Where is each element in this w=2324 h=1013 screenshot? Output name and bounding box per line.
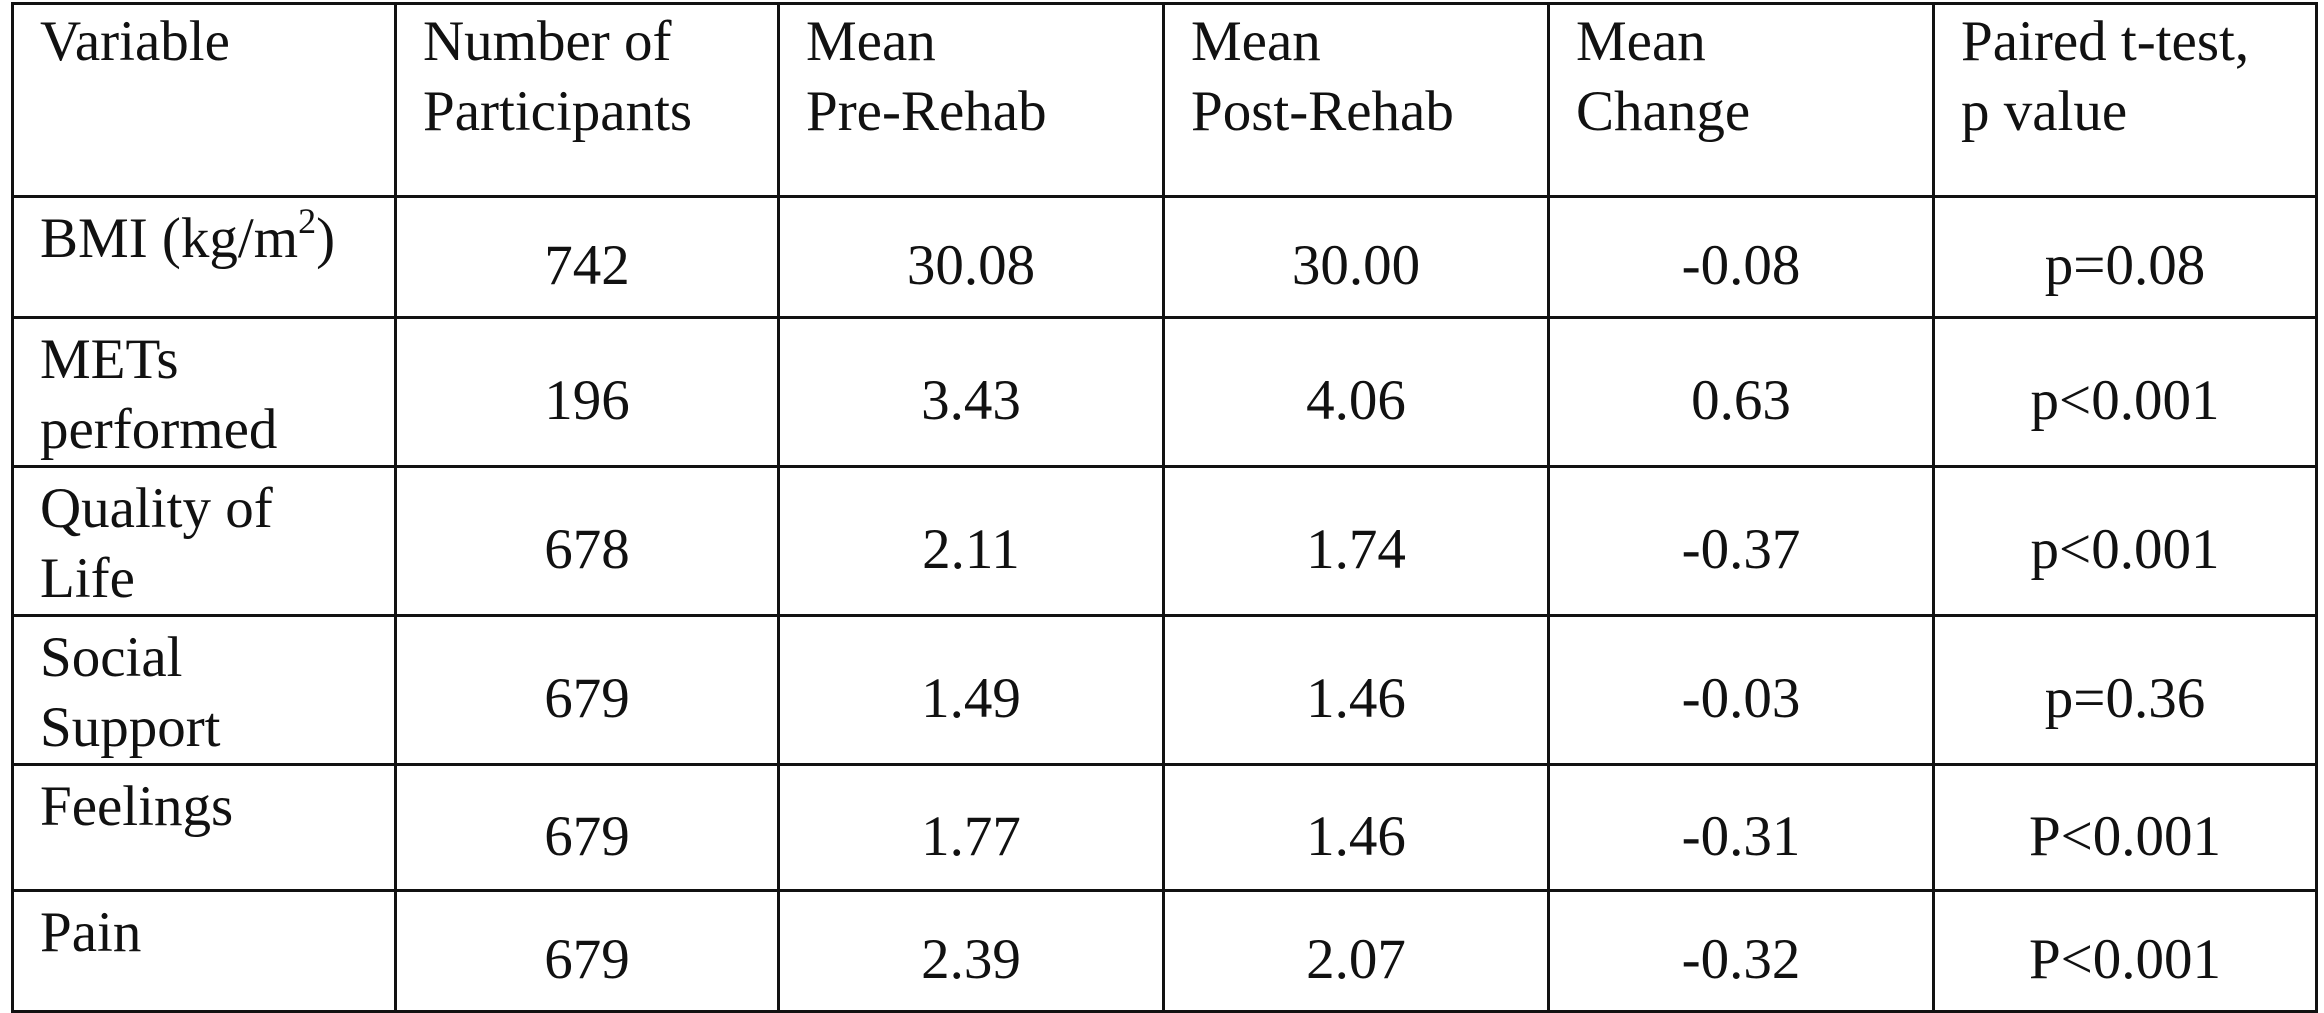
data-row: Pain 679 2.39 2.07 -0.32 P<0.001 xyxy=(11,889,2318,1013)
value-cell: 1.46 xyxy=(1162,614,1550,766)
header-cell: Mean Post-Rehab xyxy=(1162,2,1550,198)
value-cell: 30.08 xyxy=(777,195,1165,319)
value-cell: 1.77 xyxy=(777,763,1165,892)
value-cell: 4.06 xyxy=(1162,316,1550,468)
data-row: BMI (kg/m2) 742 30.08 30.00 -0.08 p=0.08 xyxy=(11,195,2318,319)
cell-line: Mean xyxy=(1576,10,1706,73)
cell-line: BMI (kg/m2) xyxy=(40,201,394,274)
border-tail xyxy=(11,982,14,996)
value-cell: 1.74 xyxy=(1162,465,1550,617)
cell-line: Paired t-test, xyxy=(1961,10,2250,73)
value-cell: 3.43 xyxy=(777,316,1165,468)
value-cell: 679 xyxy=(394,889,780,1013)
cell-line: Pre-Rehab xyxy=(806,80,1047,143)
value-cell: -0.03 xyxy=(1547,614,1935,766)
table-body: Variable Number of Participants Mean Pre-Reh… xyxy=(11,2,2318,1013)
data-row: METs performed 196 3.43 4.06 0.63 p<0.001 xyxy=(11,316,2318,468)
value-cell: -0.32 xyxy=(1547,889,1935,1013)
value-cell: 2.11 xyxy=(777,465,1165,617)
cell-line: performed xyxy=(40,398,278,461)
label-suffix: ) xyxy=(316,207,336,270)
value-cell: 2.07 xyxy=(1162,889,1550,1013)
cell-line: Variable xyxy=(40,10,230,73)
cell-line: Mean xyxy=(1191,10,1321,73)
value-cell: 0.63 xyxy=(1547,316,1935,468)
value-cell: p=0.36 xyxy=(1932,614,2318,766)
value-cell: p<0.001 xyxy=(1932,316,2318,468)
value-cell: -0.08 xyxy=(1547,195,1935,319)
cell-line: Social xyxy=(40,626,183,689)
value-cell: 1.46 xyxy=(1162,763,1550,892)
results-table: Variable Number of Participants Mean Pre-Reh… xyxy=(11,2,2318,1013)
cell-line: Change xyxy=(1576,80,1751,143)
value-cell: -0.31 xyxy=(1547,763,1935,892)
cell-line: METs xyxy=(40,328,179,391)
header-cell: Mean Pre-Rehab xyxy=(777,2,1165,198)
cell-line: Pain xyxy=(40,901,142,964)
row-label: Feelings xyxy=(11,763,397,892)
value-cell: 1.49 xyxy=(777,614,1165,766)
header-cell: Mean Change xyxy=(1547,2,1935,198)
superscript: 2 xyxy=(298,201,317,241)
cell-line: Life xyxy=(40,547,135,610)
value-cell: 679 xyxy=(394,763,780,892)
value-cell: 742 xyxy=(394,195,780,319)
row-label: METs performed xyxy=(11,316,397,468)
row-label: BMI (kg/m2) xyxy=(11,195,397,319)
label-text: BMI (kg/m xyxy=(40,207,299,270)
cell-line: Mean xyxy=(806,10,936,73)
cell-line: Quality of xyxy=(40,477,273,540)
cell-line: p value xyxy=(1961,80,2128,143)
value-cell: P<0.001 xyxy=(1932,889,2318,1013)
value-cell: 2.39 xyxy=(777,889,1165,1013)
row-label: Pain xyxy=(11,889,397,1013)
cell-line: Feelings xyxy=(40,775,234,838)
cell-line: Support xyxy=(40,696,221,759)
value-cell: 196 xyxy=(394,316,780,468)
header-cell: Variable xyxy=(11,2,397,198)
cell-line: Participants xyxy=(423,80,693,143)
value-cell: p<0.001 xyxy=(1932,465,2318,617)
cell-line: Number of xyxy=(423,10,672,73)
value-cell: 679 xyxy=(394,614,780,766)
cell-line: Post-Rehab xyxy=(1191,80,1454,143)
header-row: Variable Number of Participants Mean Pre-Reh… xyxy=(11,2,2318,198)
header-cell: Paired t-test, p value xyxy=(1932,2,2318,198)
value-cell: -0.37 xyxy=(1547,465,1935,617)
data-row: Feelings 679 1.77 1.46 -0.31 P<0.001 xyxy=(11,763,2318,892)
value-cell: 30.00 xyxy=(1162,195,1550,319)
data-row: Quality of Life 678 2.11 1.74 -0.37 p<0.001 xyxy=(11,465,2318,617)
value-cell: 678 xyxy=(394,465,780,617)
value-cell: P<0.001 xyxy=(1932,763,2318,892)
row-label: Social Support xyxy=(11,614,397,766)
header-cell: Number of Participants xyxy=(394,2,780,198)
row-label: Quality of Life xyxy=(11,465,397,617)
data-row: Social Support 679 1.49 1.46 -0.03 p=0.36 xyxy=(11,614,2318,766)
value-cell: p=0.08 xyxy=(1932,195,2318,319)
